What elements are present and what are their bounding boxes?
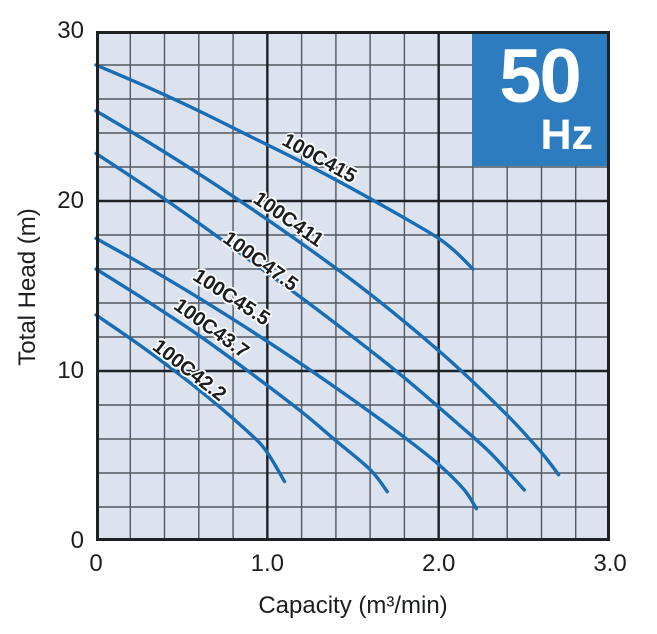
x-tick-label: 0 [89,550,103,577]
y-tick-label: 0 [70,527,84,554]
x-tick-label: 1.0 [250,550,285,577]
frequency-value: 50 [499,33,582,119]
pump-curve-100C47.5 [94,151,526,492]
frequency-badge: 50 Hz [472,34,607,166]
plot-border [96,31,610,541]
x-tick-label: 3.0 [593,550,627,577]
y-tick-label: 30 [57,17,84,44]
pump-curve-100C411 [94,109,561,477]
x-axis-title: Capacity (m³/min) [258,592,448,619]
pump-curve-100C415 [94,63,475,271]
y-tick-label: 10 [57,357,84,384]
pump-curve-100C42.2 [94,313,287,484]
y-tick-label: 20 [57,187,84,214]
frequency-unit: Hz [540,111,593,160]
pump-curve-100C43.7 [94,267,389,494]
y-axis-ticks: 0 10 20 30 [0,19,84,553]
x-axis-ticks: 0 1.0 2.0 3.0 [89,550,626,581]
plot-area: 50 Hz 100C415 100C411 100C47.5 100C45.5 100C… [94,31,610,541]
pump-curve-100C45.5 [94,236,479,511]
x-tick-label: 2.0 [421,550,456,577]
